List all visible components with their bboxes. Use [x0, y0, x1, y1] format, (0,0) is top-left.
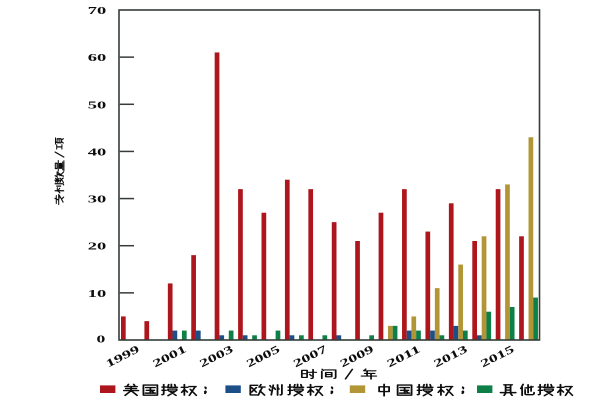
- svg-text:50: 50: [88, 99, 107, 111]
- svg-text:70: 70: [88, 5, 107, 17]
- svg-text:10: 10: [88, 288, 107, 300]
- svg-text:40: 40: [88, 146, 107, 158]
- svg-text:20: 20: [88, 241, 107, 253]
- svg-text:60: 60: [88, 52, 107, 64]
- svg-text:0: 0: [97, 334, 107, 346]
- svg-text:30: 30: [88, 194, 107, 206]
